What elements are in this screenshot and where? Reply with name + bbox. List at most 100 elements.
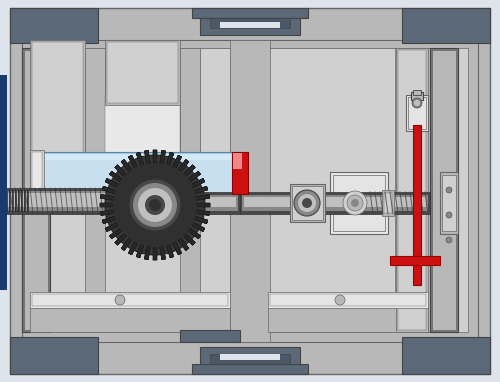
Polygon shape [160,246,166,260]
Circle shape [298,194,316,212]
Polygon shape [192,222,205,231]
Bar [200,48,230,158]
Polygon shape [115,233,126,245]
Polygon shape [100,203,113,207]
Polygon shape [100,210,114,215]
Polygon shape [194,186,208,194]
Polygon shape [188,171,200,182]
Polygon shape [192,222,205,231]
Polygon shape [105,222,118,231]
Polygon shape [105,222,118,231]
Polygon shape [192,178,205,188]
Bar [384,193,392,213]
Polygon shape [100,203,113,207]
Polygon shape [197,203,210,207]
Polygon shape [184,165,195,176]
Bar [30,150,44,196]
Bar [220,22,280,28]
Bar [107,42,178,103]
Polygon shape [160,246,166,260]
Polygon shape [196,194,209,200]
Bar [270,294,426,306]
Bar [402,337,490,374]
Polygon shape [184,165,195,176]
Polygon shape [184,233,195,245]
Polygon shape [121,238,132,251]
Polygon shape [172,155,182,168]
Polygon shape [184,165,195,176]
Bar [10,337,98,374]
Polygon shape [144,151,150,164]
Bar [415,129,419,209]
Bar [290,184,325,222]
Bar [180,48,200,168]
Polygon shape [100,210,114,215]
Bar [406,95,428,131]
Bar [432,50,456,330]
Polygon shape [144,246,150,260]
Circle shape [115,295,125,305]
Polygon shape [115,165,126,176]
Bar [22,40,478,342]
Polygon shape [178,159,189,172]
Bar [402,8,490,43]
Polygon shape [178,159,189,172]
Bar [114,197,236,207]
Polygon shape [105,178,118,188]
Polygon shape [160,151,166,164]
Polygon shape [184,233,195,245]
Polygon shape [110,228,122,239]
Polygon shape [166,244,174,258]
Polygon shape [194,216,208,224]
Bar [398,50,426,330]
Polygon shape [194,216,208,224]
Polygon shape [110,171,122,182]
Polygon shape [153,150,157,163]
Polygon shape [105,178,118,188]
Polygon shape [172,241,182,255]
Bar [440,172,458,234]
Polygon shape [196,194,209,200]
Bar [9,190,11,212]
Bar [210,354,290,364]
Bar [442,175,456,231]
Circle shape [302,198,312,208]
Polygon shape [166,244,174,258]
Polygon shape [110,228,122,239]
Bar [24,50,48,330]
Polygon shape [153,150,157,163]
Polygon shape [110,228,122,239]
Bar [30,152,235,194]
Polygon shape [110,171,122,182]
Bar [240,192,430,214]
Polygon shape [128,241,138,255]
Polygon shape [166,244,174,258]
Polygon shape [144,151,150,164]
Bar [28,190,29,212]
Polygon shape [166,152,174,166]
Bar [30,48,230,332]
Polygon shape [144,151,150,164]
Polygon shape [172,241,182,255]
Polygon shape [136,152,144,166]
Polygon shape [136,244,144,258]
Polygon shape [188,171,200,182]
Polygon shape [196,210,209,215]
Polygon shape [192,178,205,188]
Bar [180,185,200,332]
Polygon shape [153,247,157,260]
Bar [430,48,458,332]
Bar [390,256,440,265]
Bar [112,195,238,211]
Polygon shape [153,150,157,163]
Bar [32,154,233,192]
Polygon shape [102,186,116,194]
Polygon shape [166,152,174,166]
Polygon shape [136,244,144,258]
Polygon shape [188,228,200,239]
Polygon shape [102,186,116,194]
Polygon shape [136,152,144,166]
Circle shape [335,295,345,305]
Polygon shape [105,178,118,188]
Polygon shape [172,155,182,168]
